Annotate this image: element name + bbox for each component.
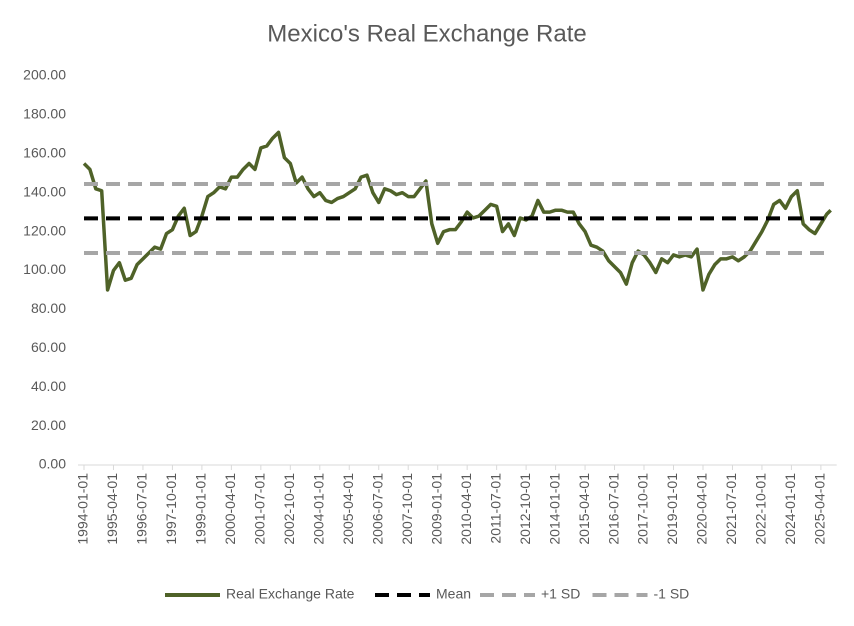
x-tick-label: 2020-04-01 [694, 473, 710, 545]
x-tick-label: 2022-10-01 [753, 473, 769, 545]
x-tick-label: 2000-04-01 [222, 473, 238, 545]
x-tick-label: 2006-07-01 [369, 473, 385, 545]
x-tick-label: 2025-04-01 [812, 473, 828, 545]
legend-label: Real Exchange Rate [226, 586, 355, 602]
x-tick-label: 2014-01-01 [546, 473, 562, 545]
legend-label: +1 SD [541, 586, 580, 602]
line-series [82, 130, 832, 292]
x-tick-label: 2016-07-01 [605, 473, 621, 545]
y-tick-label: 100.00 [23, 261, 66, 277]
legend-item: Mean [375, 586, 471, 602]
chart-title: Mexico's Real Exchange Rate [267, 20, 586, 47]
x-tick-label: 2001-07-01 [252, 473, 268, 545]
x-tick-label: 2010-04-01 [458, 473, 474, 545]
x-tick-label: 2017-10-01 [635, 473, 651, 545]
x-tick-label: 2009-01-01 [428, 473, 444, 545]
x-tick-label: 2019-01-01 [664, 473, 680, 545]
x-tick-label: 2015-04-01 [576, 473, 592, 545]
y-tick-label: 120.00 [23, 222, 66, 238]
x-tick-label: 2024-01-01 [782, 473, 798, 545]
y-tick-label: 60.00 [31, 339, 66, 355]
x-tick-label: 1995-04-01 [104, 473, 120, 545]
x-tick-label: 1997-10-01 [163, 473, 179, 545]
y-tick-label: 140.00 [23, 183, 66, 199]
y-tick-label: 0.00 [39, 456, 66, 472]
y-tick-label: 40.00 [31, 378, 66, 394]
x-tick-label: 2012-10-01 [517, 473, 533, 545]
y-tick-label: 80.00 [31, 300, 66, 316]
x-tick-label: 1994-01-01 [75, 473, 91, 545]
legend-item: Real Exchange Rate [165, 586, 355, 602]
x-tick-label: 2004-01-01 [311, 473, 327, 545]
x-tick-label: 2007-10-01 [399, 473, 415, 545]
x-tick-label: 2021-07-01 [723, 473, 739, 545]
x-tick-label: 1996-07-01 [134, 473, 150, 545]
y-tick-label: 160.00 [23, 145, 66, 161]
x-tick-label: 1999-01-01 [193, 473, 209, 545]
legend-label: -1 SD [654, 586, 690, 602]
legend-item: +1 SD [480, 586, 580, 602]
legend-label: Mean [436, 586, 471, 602]
x-tick-label: 2011-07-01 [487, 473, 503, 544]
y-tick-label: 20.00 [31, 417, 66, 433]
x-tick-label: 2002-10-01 [281, 473, 297, 545]
y-tick-label: 200.00 [23, 67, 66, 83]
legend-item: -1 SD [592, 586, 690, 602]
x-tick-label: 2005-04-01 [340, 473, 356, 545]
y-tick-label: 180.00 [23, 106, 66, 122]
